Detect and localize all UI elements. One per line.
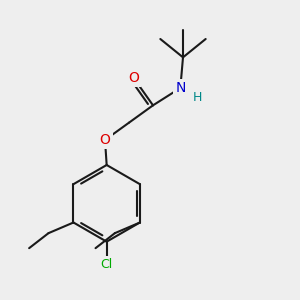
- Text: Cl: Cl: [100, 258, 113, 271]
- Text: O: O: [128, 71, 139, 85]
- Text: O: O: [100, 133, 110, 147]
- Text: N: N: [175, 81, 185, 95]
- Text: H: H: [193, 91, 202, 104]
